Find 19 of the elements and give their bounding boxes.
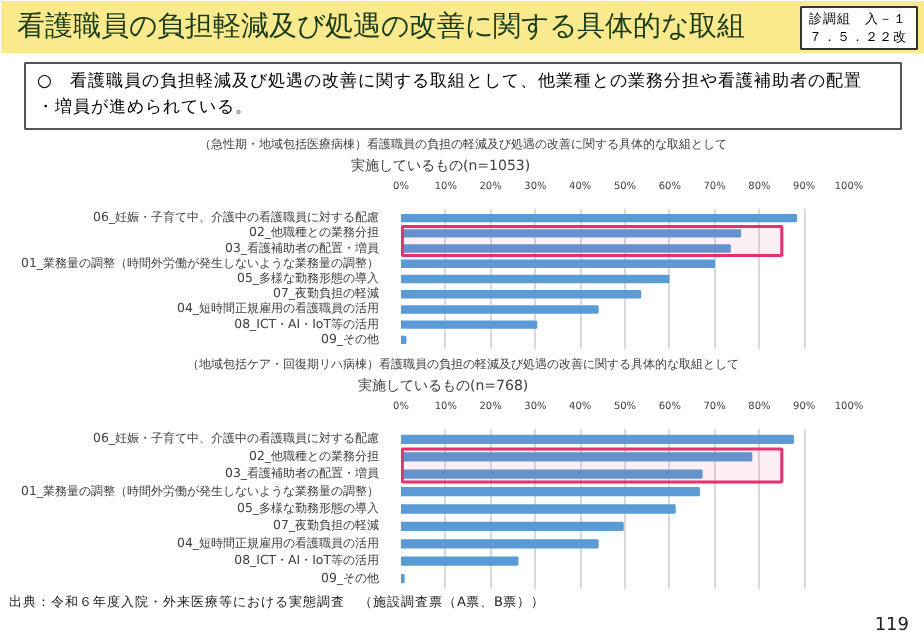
bar (401, 486, 700, 497)
bar (401, 259, 716, 268)
bar (401, 274, 670, 284)
bar (401, 320, 538, 329)
bar (401, 229, 742, 238)
text: 119 (874, 616, 910, 636)
bar (401, 244, 731, 253)
bar (401, 539, 599, 549)
bar (401, 305, 599, 314)
bar (401, 556, 519, 566)
text: ○ 看護職員の負担軽減及び処遇の改善に関する取組として、他業種との業務分担や看護補助者の配置・増員が進められている。 (37, 70, 862, 118)
bar (401, 290, 642, 299)
bar (401, 521, 624, 532)
bar (401, 469, 703, 479)
bar (401, 335, 407, 345)
text: 看護職員の負担軽減及び処遇の改善に関する具体的な取組 (17, 9, 745, 43)
bar (401, 434, 794, 445)
bar (401, 452, 753, 462)
bar (401, 504, 676, 514)
